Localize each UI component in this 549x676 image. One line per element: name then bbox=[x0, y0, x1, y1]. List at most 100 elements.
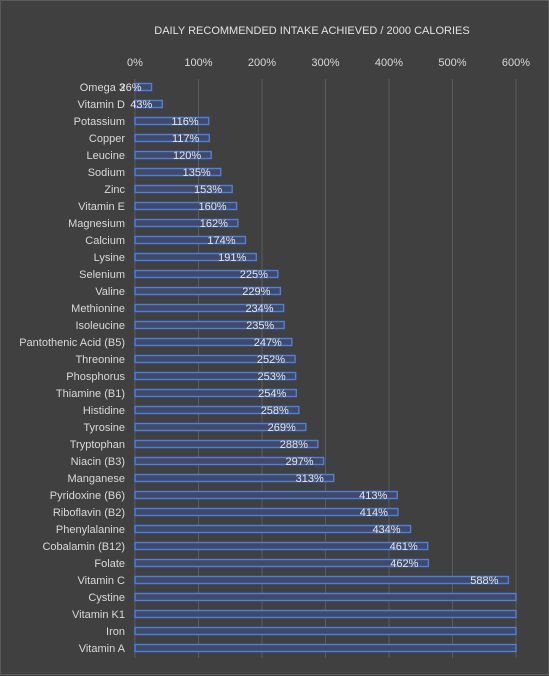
data-label: 461% bbox=[390, 541, 418, 553]
x-tick-label: 400% bbox=[375, 57, 403, 69]
category-label: Tyrosine bbox=[83, 422, 125, 434]
data-label: 160% bbox=[198, 201, 226, 213]
bar bbox=[134, 456, 325, 466]
x-axis-ticks: 0% 100% 200% 300% 400% 500% 600% bbox=[127, 57, 530, 69]
category-label: Vitamin D bbox=[78, 99, 126, 111]
category-label: Vitamin E bbox=[78, 201, 125, 213]
data-label: 269% bbox=[268, 422, 296, 434]
category-label: Pyridoxine (B6) bbox=[50, 490, 125, 502]
bar bbox=[134, 201, 238, 211]
bar bbox=[134, 609, 517, 619]
bar bbox=[134, 439, 319, 449]
data-label: 434% bbox=[372, 524, 400, 536]
bar bbox=[134, 133, 210, 143]
data-label: 26% bbox=[119, 82, 141, 94]
data-label: 174% bbox=[207, 235, 235, 247]
category-label: Phenylalanine bbox=[56, 524, 125, 536]
chart-title: DAILY RECOMMENDED INTAKE ACHIEVED / 2000… bbox=[154, 25, 469, 37]
category-label: Magnesium bbox=[68, 218, 125, 230]
bar bbox=[134, 354, 296, 364]
x-tick-label: 100% bbox=[184, 57, 212, 69]
data-label: 153% bbox=[194, 184, 222, 196]
data-label: 162% bbox=[200, 218, 228, 230]
bar bbox=[134, 575, 510, 585]
category-labels: Omega 3 Vitamin D Potassium Copper Leucine So… bbox=[19, 82, 125, 655]
bar bbox=[134, 218, 239, 228]
category-label: Cystine bbox=[88, 592, 125, 604]
bar bbox=[134, 286, 282, 296]
data-label: 43% bbox=[130, 99, 152, 111]
category-label: Copper bbox=[89, 133, 125, 145]
bar bbox=[134, 507, 399, 517]
bars bbox=[134, 82, 517, 653]
data-label: 258% bbox=[261, 405, 289, 417]
bar bbox=[134, 184, 233, 194]
bar bbox=[134, 337, 293, 347]
category-label: Threonine bbox=[75, 354, 125, 366]
category-label: Vitamin K1 bbox=[72, 609, 125, 621]
category-label: Tryptophan bbox=[70, 439, 125, 451]
x-tick-label: 600% bbox=[502, 57, 530, 69]
data-label: 116% bbox=[171, 116, 199, 128]
bar bbox=[134, 541, 429, 551]
data-label: 313% bbox=[296, 473, 324, 485]
bar bbox=[134, 269, 279, 279]
data-label: 462% bbox=[390, 558, 418, 570]
category-label: Phosphorus bbox=[66, 371, 125, 383]
category-label: Selenium bbox=[79, 269, 125, 281]
data-label: 588% bbox=[470, 575, 498, 587]
category-label: Pantothenic Acid (B5) bbox=[19, 337, 125, 349]
category-label: Methionine bbox=[71, 303, 125, 315]
category-label: Isoleucine bbox=[75, 320, 125, 332]
category-label: Sodium bbox=[88, 167, 125, 179]
bar bbox=[134, 167, 222, 177]
data-label: 247% bbox=[254, 337, 282, 349]
bar bbox=[134, 303, 285, 313]
bar bbox=[134, 252, 257, 262]
category-label: Manganese bbox=[68, 473, 126, 485]
x-tick-label: 300% bbox=[311, 57, 339, 69]
category-label: Cobalamin (B12) bbox=[42, 541, 125, 553]
category-label: Thiamine (B1) bbox=[56, 388, 125, 400]
data-label: 414% bbox=[360, 507, 388, 519]
category-label: Lysine bbox=[94, 252, 125, 264]
bar bbox=[134, 82, 153, 92]
data-label: 191% bbox=[218, 252, 246, 264]
data-label: 229% bbox=[242, 286, 270, 298]
category-label: Niacin (B3) bbox=[71, 456, 125, 468]
bar bbox=[134, 320, 285, 330]
data-label: 120% bbox=[173, 150, 201, 162]
bar bbox=[134, 643, 517, 653]
data-label: 288% bbox=[280, 439, 308, 451]
bar bbox=[134, 116, 210, 126]
category-label: Potassium bbox=[74, 116, 125, 128]
category-label: Folate bbox=[94, 558, 125, 570]
category-label: Omega 3 bbox=[80, 82, 125, 94]
data-labels: 26% 43% 116% 117% 120% 135% 153% 160% 162% 174% 19… bbox=[119, 82, 498, 587]
category-label: Vitamin C bbox=[78, 575, 126, 587]
category-label: Iron bbox=[106, 626, 125, 638]
bar bbox=[134, 626, 517, 636]
category-label: Riboflavin (B2) bbox=[53, 507, 125, 519]
bar bbox=[134, 99, 164, 109]
category-label: Vitamin A bbox=[79, 643, 126, 655]
category-label: Histidine bbox=[83, 405, 125, 417]
category-label: Zinc bbox=[104, 184, 125, 196]
data-label: 413% bbox=[359, 490, 387, 502]
bar bbox=[134, 490, 398, 500]
x-tick-label: 0% bbox=[127, 57, 143, 69]
bar bbox=[134, 422, 307, 432]
bar bbox=[134, 558, 430, 568]
bar bbox=[134, 388, 297, 398]
data-label: 135% bbox=[183, 167, 211, 179]
data-label: 297% bbox=[285, 456, 313, 468]
data-label: 254% bbox=[258, 388, 286, 400]
bar bbox=[134, 235, 247, 245]
category-label: Valine bbox=[95, 286, 125, 298]
category-label: Calcium bbox=[85, 235, 125, 247]
data-label: 117% bbox=[172, 133, 200, 145]
category-label: Leucine bbox=[86, 150, 125, 162]
data-label: 234% bbox=[245, 303, 273, 315]
